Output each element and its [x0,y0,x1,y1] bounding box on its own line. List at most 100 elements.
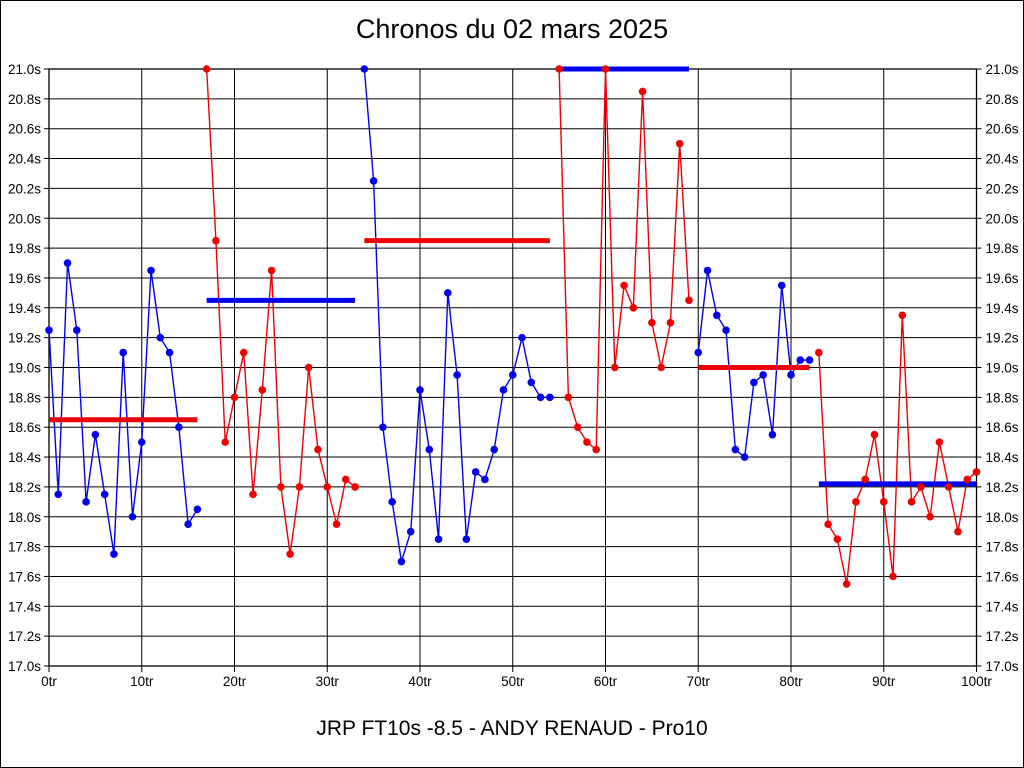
data-point-run-1 [193,505,202,514]
data-point-run-1 [128,512,137,521]
y-tick-label: 17.6s [8,569,41,584]
y-tick-label-right: 19.2s [986,331,1019,346]
data-point-run-1 [91,430,100,439]
data-point-run-1 [73,326,81,334]
data-point-run-3 [434,535,443,543]
data-point-run-5 [703,266,712,275]
data-point-run-1 [156,333,165,342]
data-point-run-6 [963,475,972,484]
data-point-run-4 [657,363,665,372]
data-point-run-1 [119,348,127,357]
data-point-run-6 [954,527,962,536]
y-tick-label-right: 19.8s [986,241,1019,256]
series-line-run-6 [818,315,977,585]
data-point-run-2 [249,490,257,499]
data-point-run-6 [935,438,944,446]
x-tick-label: 90tr [872,674,896,689]
y-tick-label-right: 19.0s [986,361,1019,376]
data-point-run-2 [304,363,313,372]
data-point-run-3 [425,445,434,454]
data-point-run-4 [685,296,693,305]
data-point-run-5 [796,356,805,364]
data-point-run-5 [713,311,721,320]
data-point-run-6 [926,512,934,521]
y-tick-label: 17.0s [8,659,41,674]
data-point-run-5 [740,453,749,461]
data-point-run-1 [110,550,118,558]
data-point-run-2 [202,65,211,73]
data-point-run-3 [546,393,554,402]
data-point-run-1 [175,423,183,432]
chart-footer: JRP FT10s -8.5 - ANDY RENAUD - Pro10 [316,717,708,740]
data-point-run-3 [379,423,387,432]
data-point-run-6 [870,430,879,439]
data-point-run-2 [351,483,359,491]
y-tick-label: 17.4s [8,599,41,614]
data-point-run-6 [944,483,953,491]
y-tick-label: 19.4s [8,301,41,316]
data-point-run-5 [731,445,740,454]
chart-title: Chronos du 02 mars 2025 [355,14,669,44]
data-point-run-4 [610,363,619,372]
data-point-run-4 [638,87,647,96]
data-point-run-3 [406,527,415,536]
data-point-run-3 [471,468,480,476]
data-point-run-2 [342,475,350,484]
data-point-run-1 [165,348,174,357]
series-line-run-3 [363,68,550,562]
y-tick-label-right: 17.2s [986,629,1019,644]
data-point-run-5 [694,348,703,357]
y-tick-label: 19.8s [8,241,41,256]
series-line-run-4 [558,68,690,452]
data-point-run-6 [852,498,860,506]
data-point-run-1 [54,490,63,499]
data-point-run-2 [258,386,267,394]
data-point-run-2 [239,348,248,357]
data-point-run-2 [332,520,341,529]
y-tick-label-right: 18.8s [986,390,1019,405]
y-tick-label-right: 20.4s [986,152,1019,167]
plot-border [48,68,978,667]
data-point-run-6 [879,498,888,506]
data-point-run-6 [842,580,851,588]
series-line-run-5 [697,270,810,459]
y-tick-label: 19.6s [8,271,41,286]
data-point-run-6 [907,498,916,506]
data-point-run-3 [444,289,452,297]
data-point-run-6 [898,311,907,320]
data-point-run-1 [63,259,72,267]
y-tick-label: 19.2s [8,331,41,346]
data-point-run-3 [360,65,369,73]
y-tick-label-right: 20.2s [986,181,1019,196]
y-tick-label: 18.4s [8,450,41,465]
y-tick-label: 17.8s [8,540,41,555]
data-point-run-3 [481,475,489,484]
data-point-run-3 [416,386,424,394]
data-point-run-5 [777,281,786,290]
y-tick-label: 20.4s [8,152,41,167]
data-point-run-4 [601,65,610,73]
x-tick-label: 20tr [223,674,247,689]
data-point-run-3 [397,557,406,566]
data-point-run-6 [917,483,925,491]
y-tick-label: 18.6s [8,420,41,435]
y-tick-label-right: 20.0s [986,211,1019,226]
y-tick-label: 18.0s [8,510,41,525]
data-point-run-5 [759,371,767,379]
data-point-run-6 [861,475,870,484]
y-tick-label-right: 18.2s [986,480,1019,495]
data-point-run-2 [212,236,220,245]
data-point-run-3 [388,498,396,506]
data-point-run-3 [518,333,526,342]
x-tick-label: 10tr [130,674,154,689]
data-point-run-4 [573,423,582,432]
data-point-run-3 [490,445,499,454]
data-point-run-1 [82,498,90,506]
data-point-run-4 [666,318,675,327]
data-point-run-6 [972,468,981,476]
data-point-run-4 [620,281,628,290]
data-point-run-6 [815,348,823,357]
data-point-run-3 [527,378,536,387]
